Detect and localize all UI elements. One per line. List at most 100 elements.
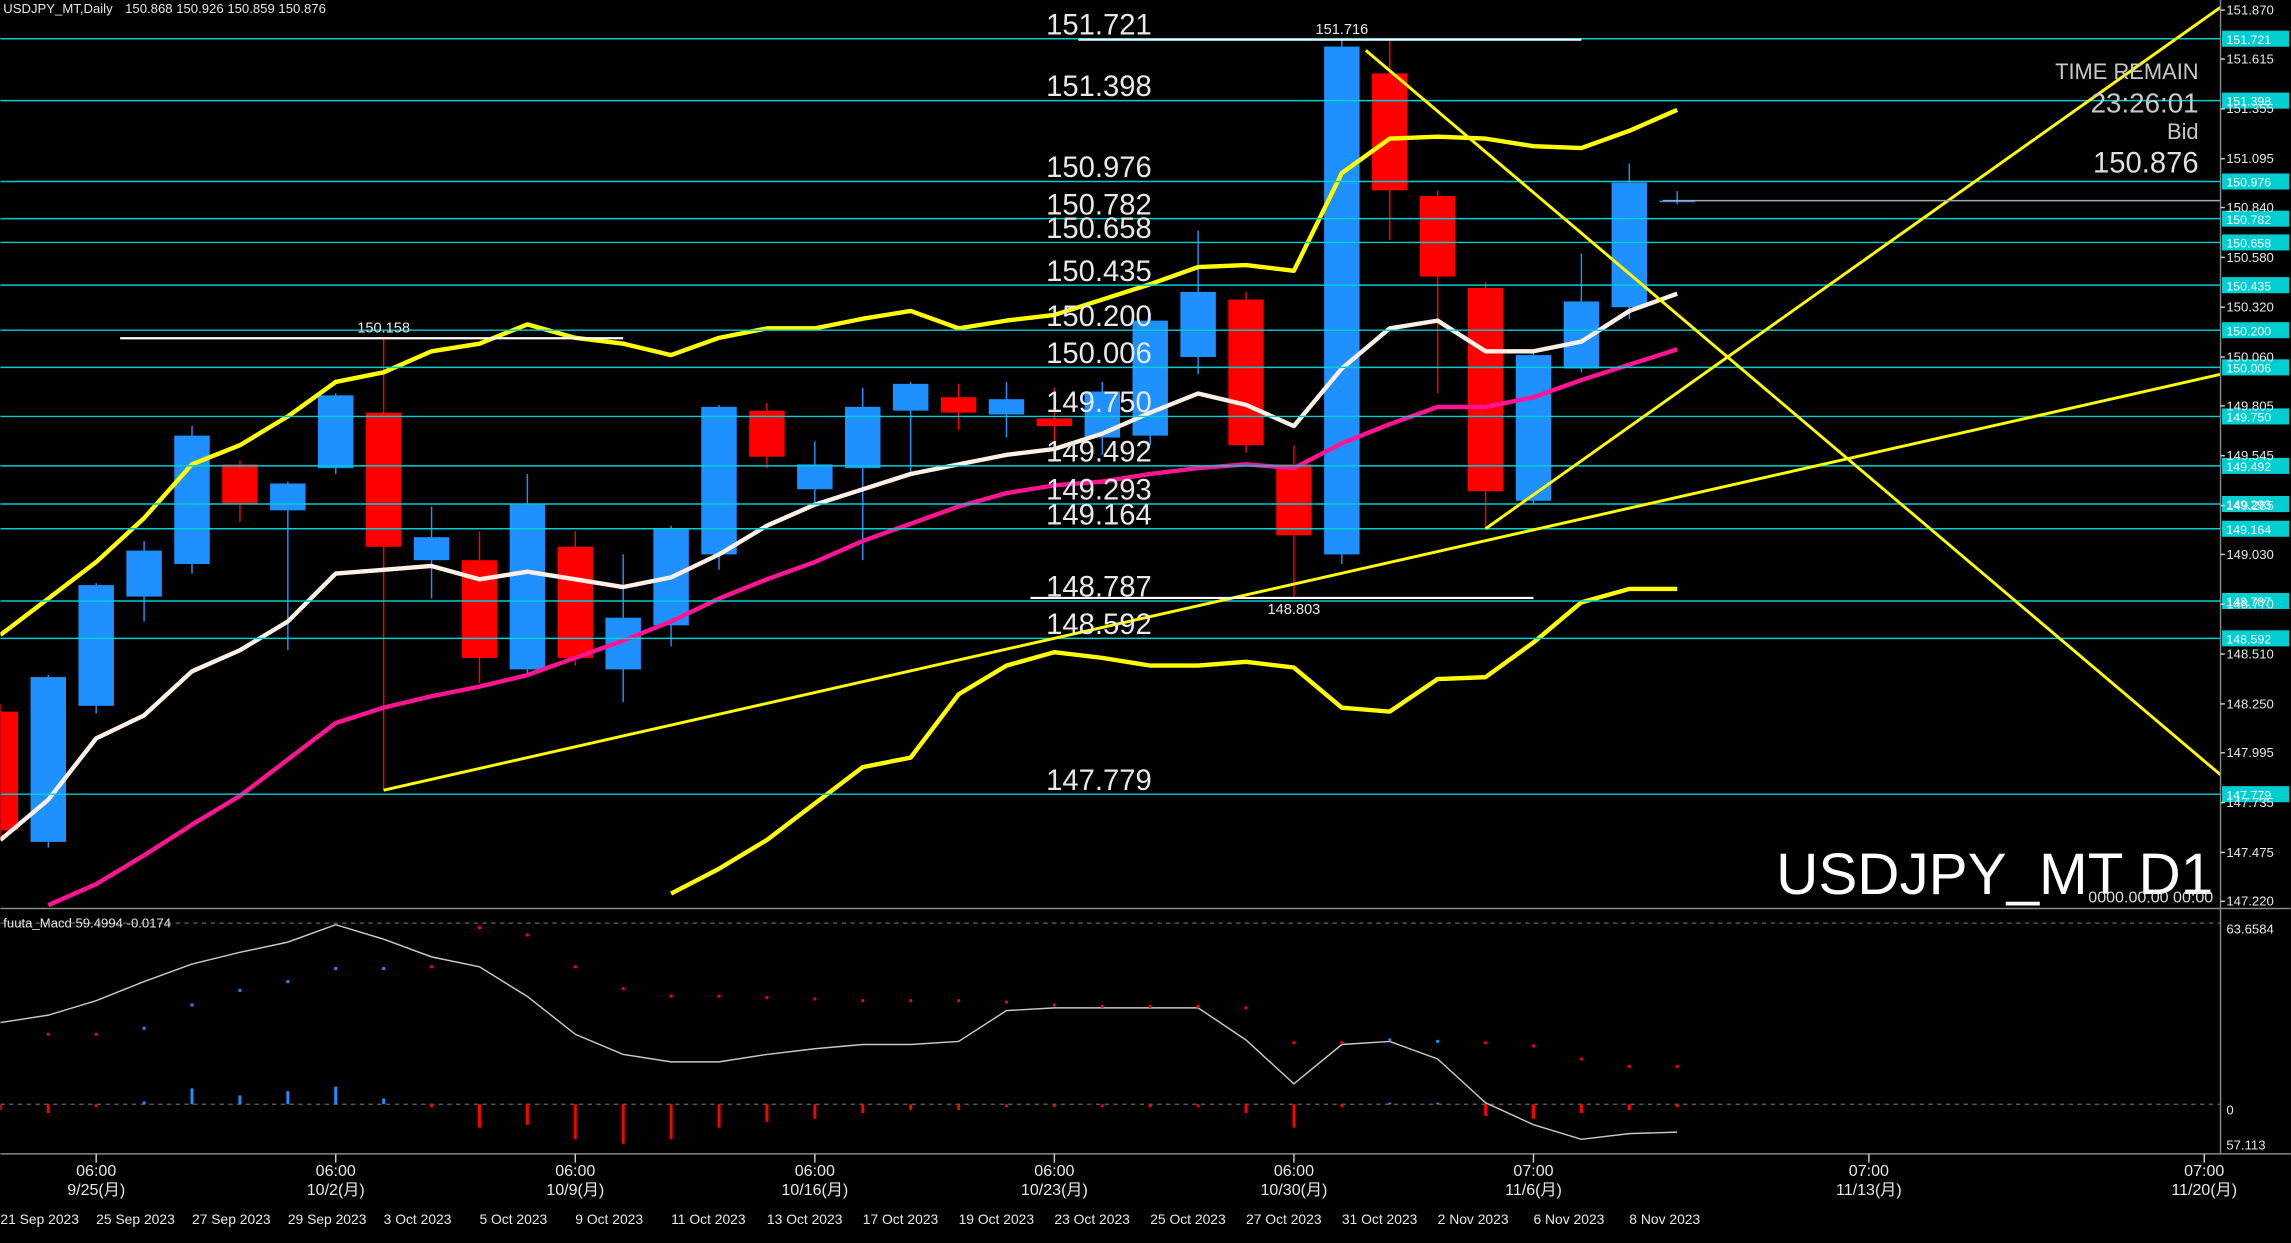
level-label: 150.782: [1046, 189, 1152, 221]
level-tag-label: 148.592: [2226, 632, 2271, 646]
level-tag: [2221, 457, 2290, 474]
x-date-label: 27 Oct 2023: [1246, 1211, 1322, 1227]
macd-bar: [957, 1104, 961, 1110]
y-tick-label: 151.095: [2226, 151, 2273, 166]
candle-body: [270, 483, 306, 511]
signal-dot: [190, 1003, 194, 1007]
level-tag-label: 150.782: [2226, 213, 2271, 227]
signal-dot: [1100, 1004, 1104, 1008]
level-tag-label: 150.976: [2226, 176, 2271, 190]
candle-body: [940, 397, 977, 413]
signal-dot: [621, 987, 625, 991]
x-tick-time: 06:00: [1034, 1162, 1074, 1180]
x-tick-date: 11/20(月): [2171, 1181, 2237, 1199]
y-tick-label: 147.735: [2226, 795, 2273, 810]
level-tag: [2221, 520, 2290, 537]
level-tag: [2221, 173, 2290, 190]
level-label: 151.721: [1046, 9, 1152, 41]
signal-dot: [861, 999, 865, 1003]
macd-bar: [1388, 1102, 1392, 1105]
x-tick-time: 06:00: [76, 1162, 116, 1180]
y-tick-label: 150.580: [2226, 250, 2273, 265]
chart-header: USDJPY_MT,Daily 150.868 150.926 150.859 …: [3, 1, 326, 16]
signal-dot: [1436, 1039, 1440, 1043]
y-tick-label: 151.355: [2226, 101, 2273, 116]
level-tag: [2221, 277, 2290, 294]
y-tick-label: 148.770: [2226, 597, 2273, 612]
macd-bar: [861, 1104, 865, 1114]
header-high: 150.926: [176, 1, 223, 16]
level-label: 150.006: [1046, 338, 1152, 370]
level-tag: [2221, 630, 2290, 647]
level-tag-label: 150.200: [2226, 324, 2271, 338]
signal-dot: [1196, 1004, 1200, 1008]
x-tick-time: 06:00: [1274, 1162, 1314, 1180]
indicator-line: [0, 107, 1679, 637]
y-tick-label: 151.870: [2226, 3, 2273, 18]
signal-dot: [238, 988, 242, 992]
y-tick-label: 148.250: [2226, 696, 2273, 711]
header-close: 150.876: [278, 1, 325, 16]
macd-bar: [1196, 1104, 1200, 1108]
x-date-label: 5 Oct 2023: [479, 1211, 547, 1227]
x-date-label: 6 Nov 2023: [1533, 1211, 1604, 1227]
macd-title: fuuta_Macd 59.4994 -0.0174: [3, 916, 171, 931]
x-date-label: 2 Nov 2023: [1438, 1211, 1509, 1227]
level-tag: [2221, 592, 2290, 610]
signal-dot: [909, 999, 913, 1003]
macd-bar: [334, 1086, 338, 1105]
level-label: 148.787: [1046, 572, 1152, 604]
level-tag: [2221, 495, 2290, 513]
level-tag-label: 147.779: [2226, 788, 2271, 802]
indicator-line: [0, 291, 1678, 842]
y-tick-label: 151.615: [2226, 51, 2273, 66]
candle-body: [413, 537, 450, 561]
x-date-label: 23 Oct 2023: [1054, 1211, 1130, 1227]
x-tick-date: 10/9(月): [546, 1181, 604, 1199]
signal-dot: [478, 926, 481, 930]
candle-body: [30, 677, 66, 842]
candle-body: [1419, 196, 1456, 277]
x-tick-date: 10/30(月): [1260, 1181, 1327, 1199]
y-tick-label: 150.320: [2226, 300, 2273, 315]
candle-body: [174, 435, 210, 565]
macd-bar: [1627, 1104, 1631, 1110]
macd-bar: [1052, 1104, 1056, 1108]
x-date-label: 3 Oct 2023: [384, 1211, 452, 1227]
candle-body: [1659, 200, 1695, 203]
level-tag-label: 150.658: [2226, 237, 2271, 251]
level-tag-label: 151.398: [2226, 95, 2271, 109]
indicator-line: [47, 347, 1678, 908]
x-date-label: 17 Oct 2023: [863, 1211, 939, 1227]
macd-bar: [382, 1098, 386, 1105]
signal-dot: [286, 980, 290, 984]
macd-bar: [813, 1104, 817, 1119]
signal-dot: [382, 967, 386, 970]
level-label: 148.592: [1046, 609, 1152, 641]
macd-bar: [1148, 1104, 1152, 1108]
candle-body: [1515, 355, 1552, 501]
macd-bar: [94, 1104, 98, 1108]
candle-body: [892, 383, 929, 411]
candle-body: [557, 546, 594, 658]
level-tag: [2221, 786, 2290, 803]
macd-bar: [765, 1104, 769, 1122]
signal-dot: [573, 965, 577, 969]
candle-body: [222, 464, 258, 505]
y-tick-label: 149.805: [2226, 398, 2273, 413]
level-label: 150.200: [1046, 301, 1152, 333]
level-tag: [2221, 30, 2290, 47]
header-low: 150.859: [227, 1, 274, 16]
signal-dot: [334, 967, 338, 970]
signal-dot: [957, 999, 961, 1003]
annotation-label: 151.716: [1315, 22, 1368, 38]
candle-body: [1324, 46, 1360, 555]
level-tag-label: 149.750: [2226, 411, 2271, 425]
y-tick-label: 149.285: [2226, 498, 2273, 513]
annotation-label: 148.803: [1268, 602, 1321, 618]
candle-body: [78, 585, 114, 706]
x-date-label: 31 Oct 2023: [1342, 1211, 1418, 1227]
x-tick-date: 11/6(月): [1505, 1181, 1562, 1199]
